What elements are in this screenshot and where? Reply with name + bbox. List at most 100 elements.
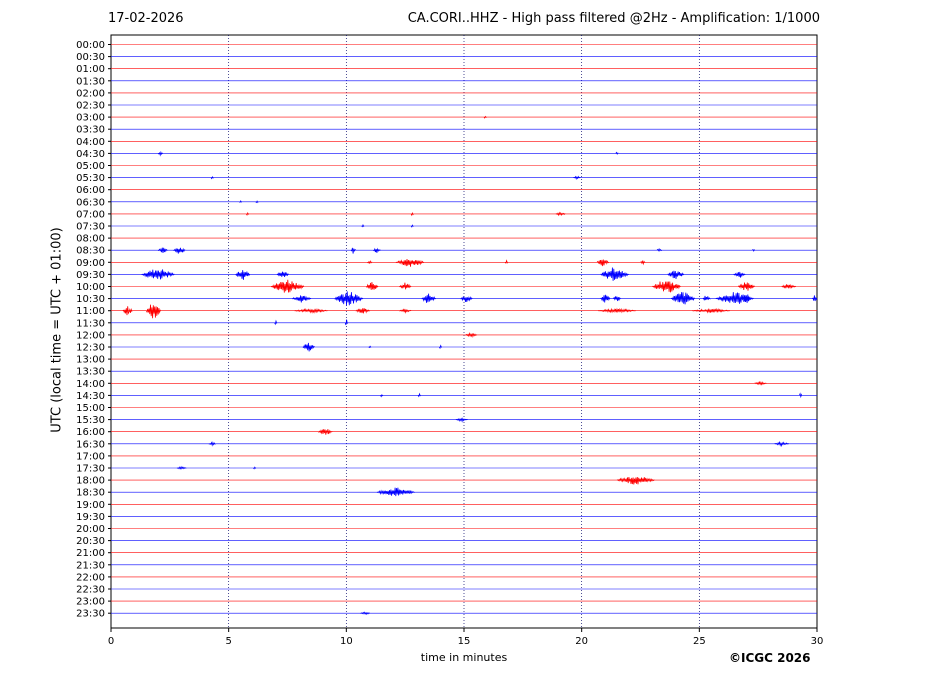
y-tick-label: 20:30 [76, 536, 105, 547]
seismic-event [292, 295, 312, 303]
y-tick-label: 05:00 [76, 161, 105, 172]
seismic-event [460, 296, 473, 303]
seismic-event [670, 292, 695, 305]
seismic-event [455, 417, 468, 423]
y-tick-label: 16:30 [76, 439, 105, 450]
seismic-event [334, 291, 364, 306]
seismic-event [373, 247, 381, 253]
seismic-event [365, 282, 379, 290]
seismic-event [600, 294, 611, 303]
seismic-event [270, 279, 305, 293]
seismic-event [176, 465, 187, 470]
y-tick-label: 04:30 [76, 149, 105, 160]
seismic-event [483, 115, 487, 119]
y-tick-label: 15:00 [76, 403, 105, 414]
y-tick-label: 07:30 [76, 222, 105, 233]
seismic-event [361, 224, 365, 228]
y-tick-label: 17:30 [76, 464, 105, 475]
date-label: 17-02-2026 [108, 11, 184, 26]
seismic-event [317, 429, 333, 435]
seismic-event [774, 440, 789, 448]
seismic-event [344, 319, 348, 326]
x-axis-label: time in minutes [420, 651, 508, 664]
seismic-event [752, 248, 755, 252]
seismic-event [613, 296, 621, 302]
seismic-event [737, 282, 755, 291]
seismic-event [360, 611, 371, 616]
seismic-event [157, 150, 164, 157]
seismic-event [145, 304, 161, 319]
seismic-event [781, 283, 797, 289]
seismic-event [399, 308, 412, 314]
seismic-event [380, 393, 384, 398]
y-tick-label: 00:00 [76, 40, 105, 51]
y-tick-label: 06:30 [76, 197, 105, 208]
y-tick-label: 00:30 [76, 52, 105, 63]
y-tick-label: 12:00 [76, 330, 105, 341]
seismic-event [692, 307, 730, 314]
y-tick-label: 13:00 [76, 355, 105, 366]
seismic-event [598, 307, 636, 314]
x-tick-label: 25 [693, 636, 706, 647]
seismic-event [122, 306, 133, 316]
y-tick-label: 05:30 [76, 173, 105, 184]
seismic-event [173, 247, 186, 254]
seismic-event [376, 487, 415, 497]
x-tick-label: 30 [811, 636, 824, 647]
y-tick-label: 22:00 [76, 572, 105, 583]
seismic-event [367, 260, 373, 265]
y-tick-label: 04:00 [76, 137, 105, 148]
y-tick-label: 23:30 [76, 609, 105, 620]
y-tick-label: 18:30 [76, 488, 105, 499]
seismic-event [799, 392, 803, 399]
y-tick-label: 03:30 [76, 125, 105, 136]
y-tick-label: 11:30 [76, 318, 105, 329]
y-tick-label: 01:00 [76, 64, 105, 75]
seismic-event [438, 344, 442, 350]
seismic-event [210, 176, 214, 180]
copyright-label: ©ICGC 2026 [729, 651, 811, 665]
seismic-event [350, 247, 356, 254]
seismic-event [395, 258, 425, 267]
y-tick-label: 08:30 [76, 246, 105, 257]
y-tick-label: 19:30 [76, 512, 105, 523]
y-tick-label: 21:00 [76, 548, 105, 559]
y-tick-label: 10:00 [76, 282, 105, 293]
y-tick-label: 15:30 [76, 415, 105, 426]
chart-title: CA.CORI..HHZ - High pass filtered @2Hz -… [407, 11, 820, 26]
y-tick-label: 21:30 [76, 560, 105, 571]
y-tick-label: 14:30 [76, 391, 105, 402]
seismic-event [465, 332, 477, 338]
seismic-event [417, 392, 421, 398]
seismic-event [742, 294, 751, 303]
seismic-event [596, 259, 609, 267]
seismic-event [652, 281, 681, 293]
x-tick-label: 5 [225, 636, 231, 647]
y-tick-label: 17:00 [76, 451, 105, 462]
seismic-event [573, 175, 581, 180]
y-tick-label: 23:00 [76, 597, 105, 608]
y-tick-label: 13:30 [76, 367, 105, 378]
seismic-event [208, 441, 216, 447]
y-tick-label: 20:00 [76, 524, 105, 535]
seismic-event [812, 295, 818, 302]
y-tick-label: 09:30 [76, 270, 105, 281]
seismic-event [302, 342, 315, 352]
seismic-event [733, 271, 746, 278]
seismic-event [235, 270, 251, 280]
y-tick-label: 01:30 [76, 76, 105, 87]
y-tick-label: 16:00 [76, 427, 105, 438]
y-tick-label: 18:00 [76, 476, 105, 487]
seismic-event [754, 380, 767, 386]
seismic-event [555, 211, 566, 217]
seismic-event [410, 212, 414, 217]
x-tick-label: 15 [458, 636, 471, 647]
seismic-event [504, 259, 508, 264]
seismic-event [615, 151, 619, 155]
y-tick-label: 09:00 [76, 258, 105, 269]
seismic-event [355, 308, 371, 314]
seismic-event [274, 319, 278, 326]
y-tick-label: 10:30 [76, 294, 105, 305]
seismic-event [239, 200, 242, 203]
